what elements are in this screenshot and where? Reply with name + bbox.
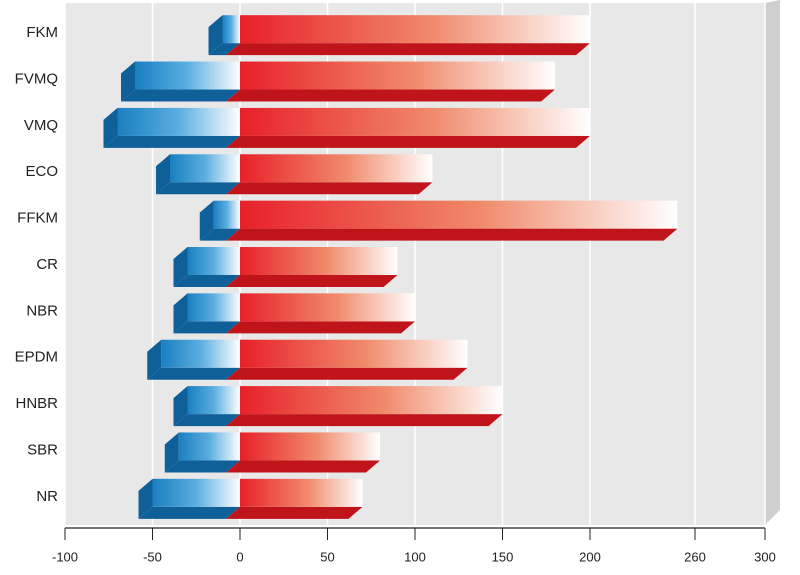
x-tick-label: 150 xyxy=(492,549,514,564)
bar-depth xyxy=(226,228,678,241)
bar-depth xyxy=(226,367,468,380)
y-tick-label: SBR xyxy=(27,441,58,458)
bar-depth xyxy=(173,386,188,427)
bar xyxy=(240,154,433,183)
bar-depth xyxy=(121,89,240,102)
y-tick-label: NBR xyxy=(26,302,58,319)
bar-depth xyxy=(164,460,240,473)
bar xyxy=(240,15,590,44)
bar-depth xyxy=(199,200,214,241)
bar-depth xyxy=(208,43,240,56)
bar xyxy=(152,478,240,507)
bar-depth xyxy=(226,43,590,56)
bar-depth xyxy=(156,182,240,195)
bar-depth xyxy=(226,135,590,148)
y-tick-label: VMQ xyxy=(24,117,58,134)
bar-depth xyxy=(226,182,433,195)
bar xyxy=(178,432,240,461)
bar-depth xyxy=(173,414,240,427)
bar xyxy=(240,200,678,229)
bar-depth xyxy=(208,15,223,56)
y-tick-label: FKM xyxy=(26,24,58,41)
bar xyxy=(161,339,240,368)
bar xyxy=(187,247,240,275)
bar-depth xyxy=(199,228,240,241)
bar xyxy=(222,15,240,44)
bar-depth xyxy=(173,247,188,287)
y-tick-label: FVMQ xyxy=(15,71,58,88)
bar-depth xyxy=(138,506,240,519)
y-tick-label: ECO xyxy=(25,163,58,180)
y-tick-label: CR xyxy=(36,256,58,273)
y-tick-label: HNBR xyxy=(15,395,58,412)
bar xyxy=(213,200,240,229)
y-tick-label: FFKM xyxy=(17,210,58,227)
bar xyxy=(117,107,240,136)
bar-depth xyxy=(173,293,188,334)
bar-depth xyxy=(138,478,153,519)
bar xyxy=(187,386,240,415)
x-tick-label: 200 xyxy=(579,549,601,564)
x-tick-label: 50 xyxy=(320,549,334,564)
bar-depth xyxy=(173,275,240,287)
bar xyxy=(240,61,555,90)
bar xyxy=(240,478,363,507)
bar xyxy=(240,432,380,461)
bar-depth xyxy=(156,154,170,195)
bar-depth xyxy=(226,506,363,519)
bar xyxy=(170,154,240,183)
bar-depth xyxy=(147,339,162,380)
bar xyxy=(240,293,415,322)
bar xyxy=(187,293,240,322)
bar-depth xyxy=(226,89,555,102)
bar-depth xyxy=(164,432,179,473)
bar-depth xyxy=(226,460,380,473)
bar-depth xyxy=(226,321,415,334)
y-tick-label: NR xyxy=(36,488,58,505)
x-tick-label: 260 xyxy=(684,549,706,564)
bar-depth xyxy=(103,135,240,148)
bar xyxy=(240,247,398,275)
bar-depth xyxy=(121,61,135,102)
x-tick-label: 100 xyxy=(404,549,426,564)
bar-depth xyxy=(103,107,118,148)
bar xyxy=(240,107,590,136)
x-tick-label: -100 xyxy=(52,549,78,564)
x-tick-label: 0 xyxy=(236,549,243,564)
bar-depth xyxy=(226,275,398,287)
bar xyxy=(240,339,468,368)
y-tick-label: EPDM xyxy=(15,349,58,366)
bar-depth xyxy=(173,321,240,334)
bar xyxy=(135,61,240,90)
bar xyxy=(240,386,503,415)
bar-depth xyxy=(147,367,240,380)
x-tick-label: -50 xyxy=(143,549,162,564)
x-tick-label: 300 xyxy=(754,549,776,564)
bar-depth xyxy=(226,414,503,427)
